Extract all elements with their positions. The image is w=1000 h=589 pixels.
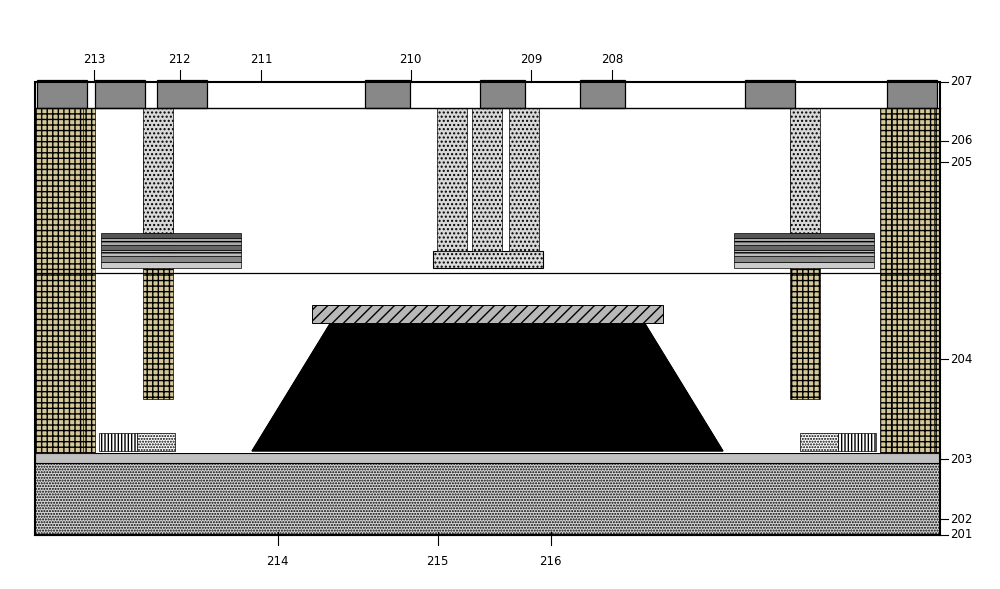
Bar [745, 80, 795, 108]
Bar [35, 82, 940, 535]
Bar [35, 108, 95, 453]
Text: 215: 215 [427, 555, 449, 568]
Bar [101, 239, 241, 245]
Bar [101, 250, 241, 256]
Bar [790, 108, 820, 233]
Text: 207: 207 [950, 75, 972, 88]
Text: 202: 202 [950, 512, 972, 525]
Bar [838, 433, 876, 451]
Bar [41, 108, 83, 453]
Text: 208: 208 [601, 53, 624, 66]
Bar [95, 80, 145, 108]
Polygon shape [252, 323, 723, 451]
Bar [101, 245, 241, 250]
Bar [312, 305, 662, 323]
Bar [734, 233, 874, 239]
Bar [734, 256, 874, 262]
Bar [37, 80, 87, 108]
Bar [509, 108, 539, 251]
Bar [35, 453, 940, 463]
Text: 205: 205 [950, 156, 972, 169]
Bar [101, 262, 241, 268]
Bar [95, 108, 880, 453]
Bar [734, 239, 874, 245]
Bar [734, 245, 874, 250]
Bar [734, 250, 874, 256]
Bar [887, 80, 937, 108]
Bar [101, 256, 241, 262]
Bar [365, 80, 410, 108]
Text: 203: 203 [950, 453, 972, 466]
Bar [472, 108, 502, 251]
Bar [880, 108, 940, 453]
Bar [790, 142, 820, 399]
Bar [35, 463, 940, 535]
Bar [143, 108, 173, 233]
Bar [101, 233, 241, 239]
Text: 213: 213 [83, 53, 105, 66]
Bar [580, 80, 625, 108]
Bar [157, 80, 207, 108]
Bar [892, 108, 934, 453]
Bar [734, 262, 874, 268]
Bar [137, 433, 175, 451]
Text: 209: 209 [520, 53, 542, 66]
Polygon shape [252, 323, 723, 451]
Text: 206: 206 [950, 134, 972, 147]
Bar [800, 433, 838, 451]
Text: 204: 204 [950, 353, 972, 366]
Bar [480, 80, 525, 108]
Bar [99, 433, 137, 451]
Text: 212: 212 [169, 53, 191, 66]
Bar [436, 108, 466, 251]
Text: 214: 214 [266, 555, 289, 568]
Text: 216: 216 [540, 555, 562, 568]
Text: 211: 211 [250, 53, 272, 66]
Text: 201: 201 [950, 528, 972, 541]
Bar [143, 142, 173, 399]
Text: 210: 210 [399, 53, 422, 66]
Bar [432, 251, 542, 268]
